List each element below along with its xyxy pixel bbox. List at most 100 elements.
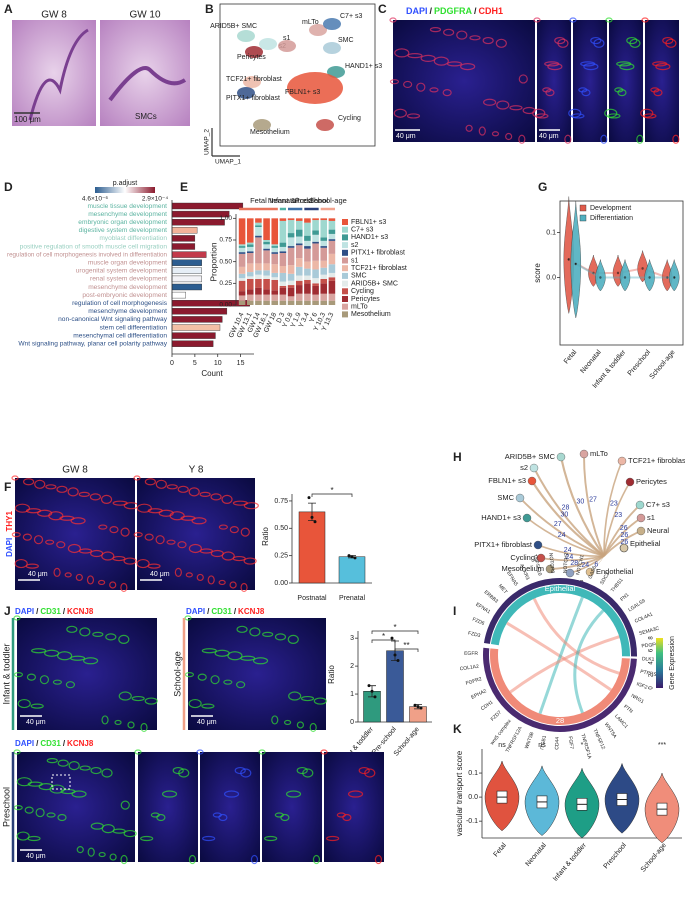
tissue-signal [133,532,143,538]
tissue-signal [53,567,61,577]
colorbar-label: 4 [649,661,655,665]
tissue-signal [482,36,494,45]
tissue-signal [420,54,436,62]
plot-frame [219,3,376,147]
bar-segment [279,281,287,286]
legend-swatch [342,296,348,302]
tissue-signal [133,475,141,481]
edge [603,481,631,557]
term-label: muscle organ development [88,259,167,266]
node-label: Neural [647,526,669,535]
bar-segment [320,300,328,305]
tissue-signal [229,581,237,589]
bar-segment [246,251,254,253]
node [536,553,546,563]
gene-label: FZD3 [467,630,481,639]
node-label: FBLN1+ s3 [488,476,526,485]
bar [171,324,221,331]
tissue-signal [188,487,200,497]
image [138,752,198,862]
gene-label: ITGB1 [539,735,548,751]
edge-weight: 26 [620,532,628,539]
tissue-signal [147,508,163,514]
stain: DAPI [5,538,14,557]
bar-segment [295,285,303,294]
bar-segment [246,244,254,247]
term-label: embryonic organ development [78,219,167,226]
tissue-signal [296,766,308,775]
node [527,476,537,486]
bar [171,267,202,274]
image-label: School-age [172,651,182,697]
tissue-signal [240,527,250,537]
term-label: muscle tissue development [87,203,167,210]
cluster [259,38,277,50]
tissue-signal [136,558,150,569]
bar-segment [287,246,295,248]
tissue-signal [229,525,239,534]
tissue-signal [59,515,75,521]
y-tick-label: 3 [350,635,354,642]
bar-segment [263,294,270,301]
bar-segment [312,294,319,301]
bar [171,291,186,299]
scale-label: 40 μm [28,571,48,578]
legend-label: Mesothelium [351,311,391,318]
scale-label: 40 μm [150,571,170,578]
tissue-signal [71,790,87,798]
term-label: regulation of cell morphogenesis involve… [7,251,167,258]
gene-label: TNFSF10 [531,554,542,577]
tissue-signal [26,673,37,681]
tissue-signal [92,631,104,637]
tissue-signal [191,517,207,525]
tissue-signal [66,625,78,633]
bar-segment [255,263,262,271]
tissue-signal [614,87,624,93]
bar-segment [328,220,336,230]
bar-segment [320,220,328,238]
group-label: School-age [309,196,347,205]
bar-segment [255,222,262,226]
tissue-signal [144,697,158,705]
data-point [350,555,354,559]
bar-segment [320,240,328,247]
tissue-signal [653,89,663,97]
significance-bracket [371,639,396,643]
tissue-signal [90,766,102,775]
bar-segment [263,300,270,305]
tissue-signal [568,108,582,118]
tissue-signal [223,679,233,685]
axis-label: Ratio [261,527,270,546]
bar-segment [271,294,279,301]
stain: KCNJ8 [67,607,94,616]
median-dot [599,276,602,279]
tissue-signal [184,672,195,678]
tissue-signal [274,633,287,641]
stain-label: DAPI / PDGFRA / CDH1 [406,6,503,16]
bar-segment [271,300,279,305]
tissue-signal [583,63,599,71]
bar-segment [295,218,303,221]
data-point [419,706,423,710]
cluster [309,24,327,36]
tissue-signal [469,35,481,41]
tissue-signal [210,493,222,501]
tissue-signal [109,853,117,861]
y-tick-label: 0.1 [546,229,556,236]
bar-segment [246,263,254,273]
scale-label: 40 μm [26,719,46,726]
bar-segment [328,229,336,234]
term-label: non-canonical Wnt signaling pathway [58,316,168,323]
bar [171,218,225,226]
tissue-signal [313,697,327,705]
gene-label: TNFRSF12A [505,725,524,754]
group-label: Infant & toddler [270,196,321,205]
bar [171,243,196,250]
bar-segment [238,244,246,247]
image-label: Y 8 [189,465,204,476]
bar-segment [238,280,246,292]
scale-label: 40 μm [396,133,416,140]
tissue-signal [460,63,476,71]
node [545,564,555,574]
separator: / [36,607,39,616]
